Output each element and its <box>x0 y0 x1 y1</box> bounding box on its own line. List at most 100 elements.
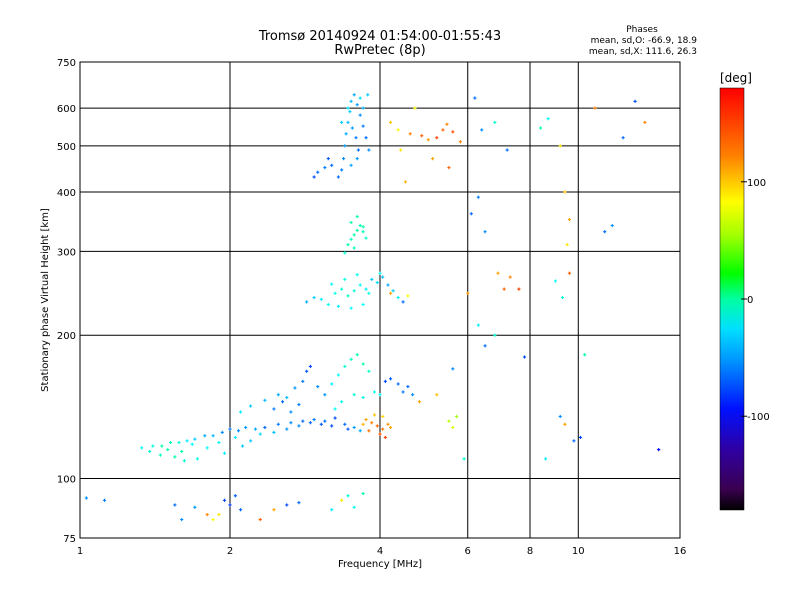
echo-points <box>84 93 661 522</box>
echo-point <box>367 291 371 295</box>
echo-point <box>355 353 359 357</box>
echo-point <box>386 283 390 287</box>
echo-point <box>352 246 356 250</box>
echo-point <box>305 369 309 373</box>
echo-point <box>323 393 327 397</box>
echo-point <box>222 451 227 455</box>
echo-point <box>643 120 647 124</box>
echo-point <box>399 148 403 152</box>
echo-point <box>211 434 215 438</box>
echo-point <box>301 419 305 423</box>
y-tick-label: 400 <box>57 188 76 199</box>
echo-point <box>333 416 337 420</box>
echo-point <box>610 223 614 228</box>
echo-point <box>361 491 365 496</box>
echo-point <box>180 449 184 454</box>
echo-point <box>358 223 362 228</box>
echo-point <box>466 291 470 295</box>
x-tick-label: 1 <box>77 546 83 557</box>
echo-point <box>567 271 572 275</box>
echo-point <box>417 400 422 404</box>
echo-point <box>341 157 346 161</box>
colorbar-label: [deg] <box>720 71 752 85</box>
y-axis-label: Stationary phase Virtual Height [km] <box>40 208 51 392</box>
echo-point <box>502 287 506 291</box>
echo-point <box>406 385 410 389</box>
echo-point <box>289 410 293 414</box>
y-tick-label: 200 <box>57 331 76 342</box>
echo-point <box>346 243 350 247</box>
echo-point <box>358 113 362 117</box>
colorbar-ticks: 100 0 -100 <box>741 178 770 423</box>
echo-point <box>391 289 395 293</box>
echo-point <box>220 430 224 434</box>
echo-point <box>546 117 550 121</box>
echo-point <box>158 453 163 457</box>
echo-point <box>195 457 199 461</box>
echo-point <box>346 294 350 298</box>
x-tick-label: 6 <box>465 546 471 557</box>
echo-point <box>483 344 487 348</box>
echo-point <box>352 289 356 293</box>
echo-point <box>211 517 215 522</box>
echo-point <box>435 136 439 140</box>
echo-point <box>346 494 350 498</box>
echo-point <box>349 163 353 167</box>
echo-point <box>364 417 368 422</box>
echo-point <box>544 457 548 461</box>
echo-point <box>173 503 177 507</box>
echo-point <box>253 427 258 431</box>
echo-point <box>350 126 354 130</box>
echo-point <box>244 425 248 430</box>
x-tick-label: 10 <box>572 546 585 557</box>
echo-point <box>233 494 237 498</box>
echo-point <box>578 435 583 440</box>
echo-point <box>297 402 301 407</box>
echo-point <box>386 422 390 426</box>
echo-point <box>462 457 466 461</box>
axis-ticks: 1 2 4 6 8 10 16 75 100 200 300 400 500 600 750 <box>57 58 686 557</box>
echo-point <box>435 393 439 397</box>
echo-point <box>396 382 400 386</box>
echo-point <box>343 144 347 148</box>
echo-point <box>352 425 356 430</box>
echo-point <box>323 166 327 170</box>
echo-point <box>567 217 572 222</box>
echo-point <box>312 295 316 300</box>
echo-point <box>326 302 330 307</box>
y-tick-label: 100 <box>57 475 76 486</box>
echo-point <box>323 419 327 423</box>
echo-point <box>447 166 451 170</box>
echo-point <box>272 407 276 411</box>
echo-point <box>352 505 356 509</box>
echo-point <box>340 120 344 124</box>
echo-point <box>349 99 353 103</box>
echo-point <box>455 414 459 419</box>
echo-point <box>657 448 661 452</box>
echo-point <box>538 126 543 130</box>
echo-point <box>388 425 393 430</box>
echo-point <box>222 498 227 502</box>
echo-point <box>343 364 347 369</box>
echo-point <box>258 517 262 522</box>
echo-point <box>517 287 521 291</box>
echo-point <box>388 291 393 295</box>
echo-point <box>396 295 400 300</box>
colorbar-tick-label: -100 <box>747 412 770 423</box>
echo-point <box>621 136 625 140</box>
x-tick-label: 4 <box>377 546 383 557</box>
echo-point <box>355 228 359 233</box>
echo-point <box>381 275 385 279</box>
echo-point <box>593 106 597 110</box>
chart-subtitle: RwPretec (8p) <box>334 43 425 58</box>
echo-point <box>297 424 301 428</box>
echo-point <box>316 385 320 389</box>
echo-point <box>354 136 358 140</box>
y-tick-label: 75 <box>63 534 76 545</box>
echo-point <box>193 437 197 441</box>
plot-frame <box>79 61 681 539</box>
echo-point <box>378 271 382 275</box>
echo-point <box>263 425 267 430</box>
echo-point <box>406 294 410 298</box>
echo-point <box>381 427 385 431</box>
